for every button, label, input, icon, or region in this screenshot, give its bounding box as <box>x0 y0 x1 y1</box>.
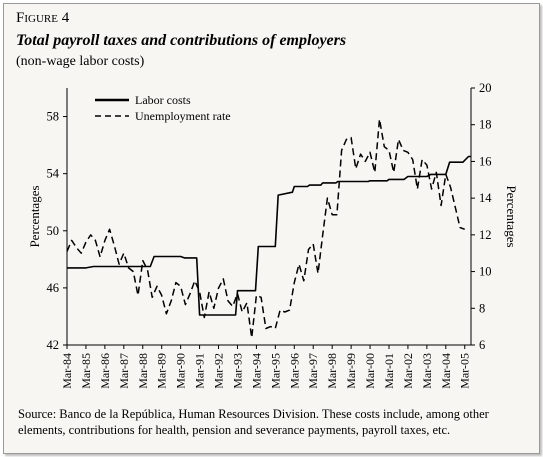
x-tick-label: Mar-84 <box>60 353 74 389</box>
y-right-tick-label: 20 <box>479 81 492 95</box>
figure-title: Total payroll taxes and contributions of… <box>16 32 347 49</box>
source-note: Source: Banco de la República, Human Res… <box>18 407 489 437</box>
x-tick-label: Mar-92 <box>212 353 226 389</box>
x-tick-label: Mar-94 <box>249 353 263 389</box>
figure-label: Figure 4 <box>16 10 70 26</box>
y-left-tick-label: 46 <box>47 281 60 295</box>
x-tick-label: Mar-86 <box>98 353 112 389</box>
x-tick-label: Mar-93 <box>230 353 244 389</box>
x-tick-label: Mar-96 <box>287 353 301 389</box>
y-right-tick-label: 12 <box>479 228 492 242</box>
x-tick-label: Mar-88 <box>136 353 150 389</box>
x-tick-label: Mar-04 <box>439 353 453 389</box>
x-tick-label: Mar-95 <box>268 353 282 389</box>
figure-frame: Figure 4 Total payroll taxes and contrib… <box>3 3 540 454</box>
x-tick-label: Mar-00 <box>363 353 377 389</box>
x-tick-label: Mar-05 <box>458 353 472 389</box>
x-tick-label: Mar-91 <box>193 353 207 389</box>
y-left-tick-label: 50 <box>47 224 60 238</box>
x-tick-label: Mar-98 <box>325 353 339 389</box>
y-left-tick-label: 54 <box>47 167 60 181</box>
y-right-axis-title: Percentages <box>504 185 519 247</box>
x-tick-label: Mar-85 <box>79 353 93 389</box>
figure-subtitle: (non-wage labor costs) <box>16 54 145 69</box>
legend-label: Unemployment rate <box>135 109 231 123</box>
y-right-tick-label: 16 <box>479 154 492 168</box>
y-right-tick-label: 6 <box>479 338 485 352</box>
x-tick-label: Mar-01 <box>382 353 396 389</box>
labor-costs-line <box>67 155 471 316</box>
y-left-tick-label: 58 <box>47 110 60 124</box>
x-tick-label: Mar-90 <box>174 353 188 389</box>
y-right-tick-label: 10 <box>479 265 492 279</box>
y-left-tick-label: 42 <box>47 338 60 352</box>
y-right-tick-label: 8 <box>479 301 485 315</box>
x-tick-label: Mar-87 <box>117 353 131 389</box>
x-tick-label: Mar-89 <box>155 353 169 389</box>
unemployment-rate-line <box>66 118 465 339</box>
y-right-tick-label: 14 <box>479 191 492 205</box>
x-tick-label: Mar-03 <box>420 353 434 389</box>
x-tick-label: Mar-97 <box>306 353 320 389</box>
x-tick-label: Mar-99 <box>344 353 358 389</box>
legend-label: Labor costs <box>135 93 191 107</box>
y-left-axis-title: Percentages <box>27 185 42 247</box>
y-right-tick-label: 18 <box>479 118 492 132</box>
x-tick-label: Mar-02 <box>401 353 415 389</box>
